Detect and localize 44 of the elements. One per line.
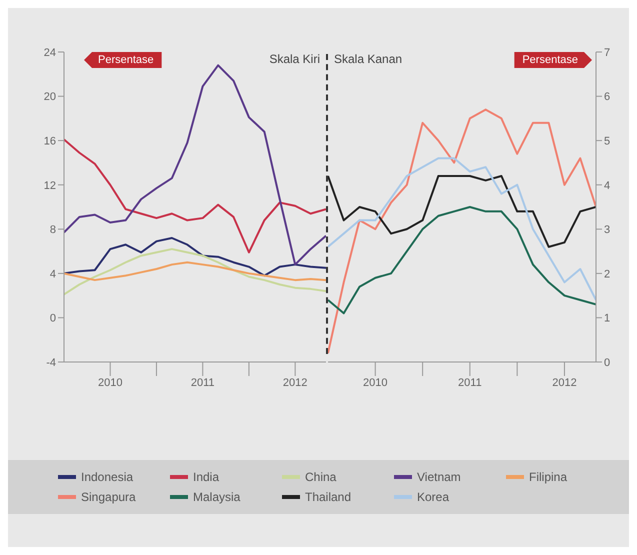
- x-tick-label: 2011: [458, 376, 482, 389]
- y-tick-label: 20: [44, 91, 56, 104]
- legend-label: Malaysia: [193, 490, 240, 504]
- y-tick-label: -4: [46, 356, 56, 369]
- x-tick-label: 2010: [98, 376, 122, 389]
- y-tick-label: 16: [44, 135, 56, 148]
- y-tick-label: 24: [44, 46, 56, 59]
- y-tick-label: 4: [604, 180, 610, 192]
- line-series: [64, 248, 326, 296]
- x-tick-label: 2010: [363, 376, 388, 389]
- annotation: Skala Kiri: [269, 52, 320, 66]
- legend-label: Korea: [417, 490, 450, 504]
- y-tick-label: 1: [604, 312, 610, 325]
- y-tick-label: 2: [604, 268, 610, 280]
- annotation: Skala Kanan: [334, 52, 402, 66]
- legend-label: Indonesia: [81, 470, 134, 484]
- x-tick-label: 2012: [552, 376, 577, 389]
- line-series: [328, 175, 596, 248]
- annotation: Persentase: [514, 52, 592, 68]
- legend-label: China: [305, 470, 336, 484]
- y-tick-label: 0: [604, 356, 610, 369]
- line-series: [64, 261, 326, 282]
- y-tick-label: 5: [604, 135, 610, 148]
- y-tick-label: 7: [604, 46, 610, 59]
- y-tick-label: 8: [50, 224, 56, 236]
- legend-label: Filipina: [529, 470, 568, 484]
- y-tick-label: 12: [44, 180, 56, 192]
- line-series: [328, 108, 596, 354]
- line-series: [328, 157, 596, 301]
- x-tick-label: 2012: [282, 376, 308, 389]
- x-tick-label: 2011: [190, 376, 215, 389]
- legend-label: Thailand: [305, 490, 352, 504]
- y-tick-label: 6: [604, 91, 610, 104]
- y-tick-label: 0: [50, 312, 56, 325]
- line-series: [64, 237, 326, 277]
- line-series: [328, 206, 596, 314]
- line-series: [64, 64, 326, 266]
- line-series: [64, 138, 326, 254]
- legend-label: India: [193, 470, 220, 484]
- annotation: Persentase: [84, 52, 162, 68]
- y-tick-label: 3: [604, 224, 610, 236]
- legend-label: Singapura: [81, 490, 136, 504]
- y-tick-label: 4: [50, 268, 56, 280]
- legend-label: Vietnam: [417, 470, 461, 484]
